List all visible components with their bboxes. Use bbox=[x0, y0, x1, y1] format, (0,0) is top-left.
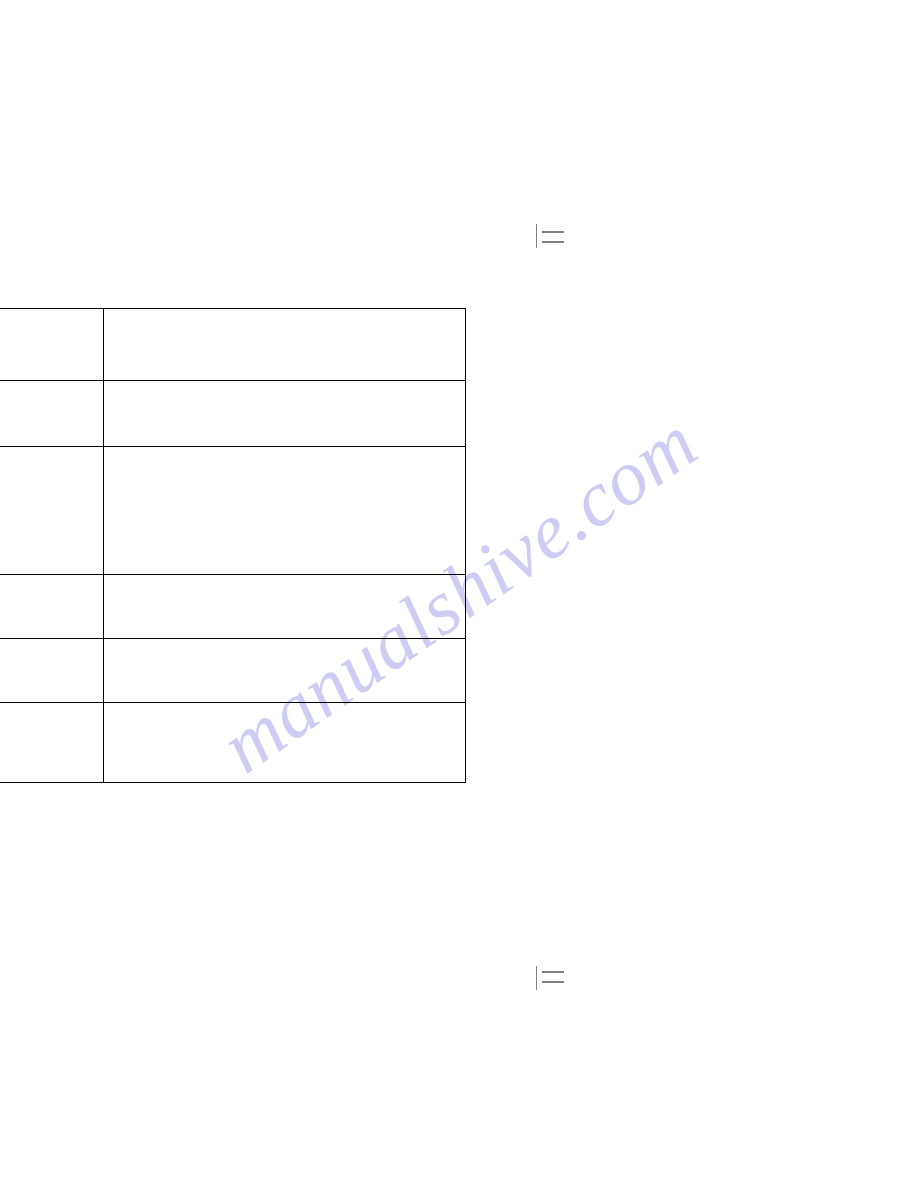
table-cell bbox=[0, 703, 104, 783]
table-row bbox=[0, 575, 466, 639]
table-cell bbox=[104, 703, 466, 783]
crop-mark-bottom-right bbox=[536, 962, 568, 994]
table-cell bbox=[0, 447, 104, 575]
table-cell bbox=[104, 575, 466, 639]
table-cell bbox=[0, 639, 104, 703]
table-cell bbox=[104, 381, 466, 447]
table bbox=[0, 308, 466, 783]
table-cell bbox=[104, 309, 466, 381]
table-row bbox=[0, 639, 466, 703]
table-cell bbox=[0, 575, 104, 639]
crop-mark-top-right bbox=[536, 220, 568, 252]
table-row bbox=[0, 309, 466, 381]
table-row bbox=[0, 447, 466, 575]
table-cell bbox=[104, 447, 466, 575]
table-row bbox=[0, 703, 466, 783]
empty-table bbox=[0, 308, 466, 783]
table-cell bbox=[0, 309, 104, 381]
table-cell bbox=[0, 381, 104, 447]
table-row bbox=[0, 381, 466, 447]
table-cell bbox=[104, 639, 466, 703]
